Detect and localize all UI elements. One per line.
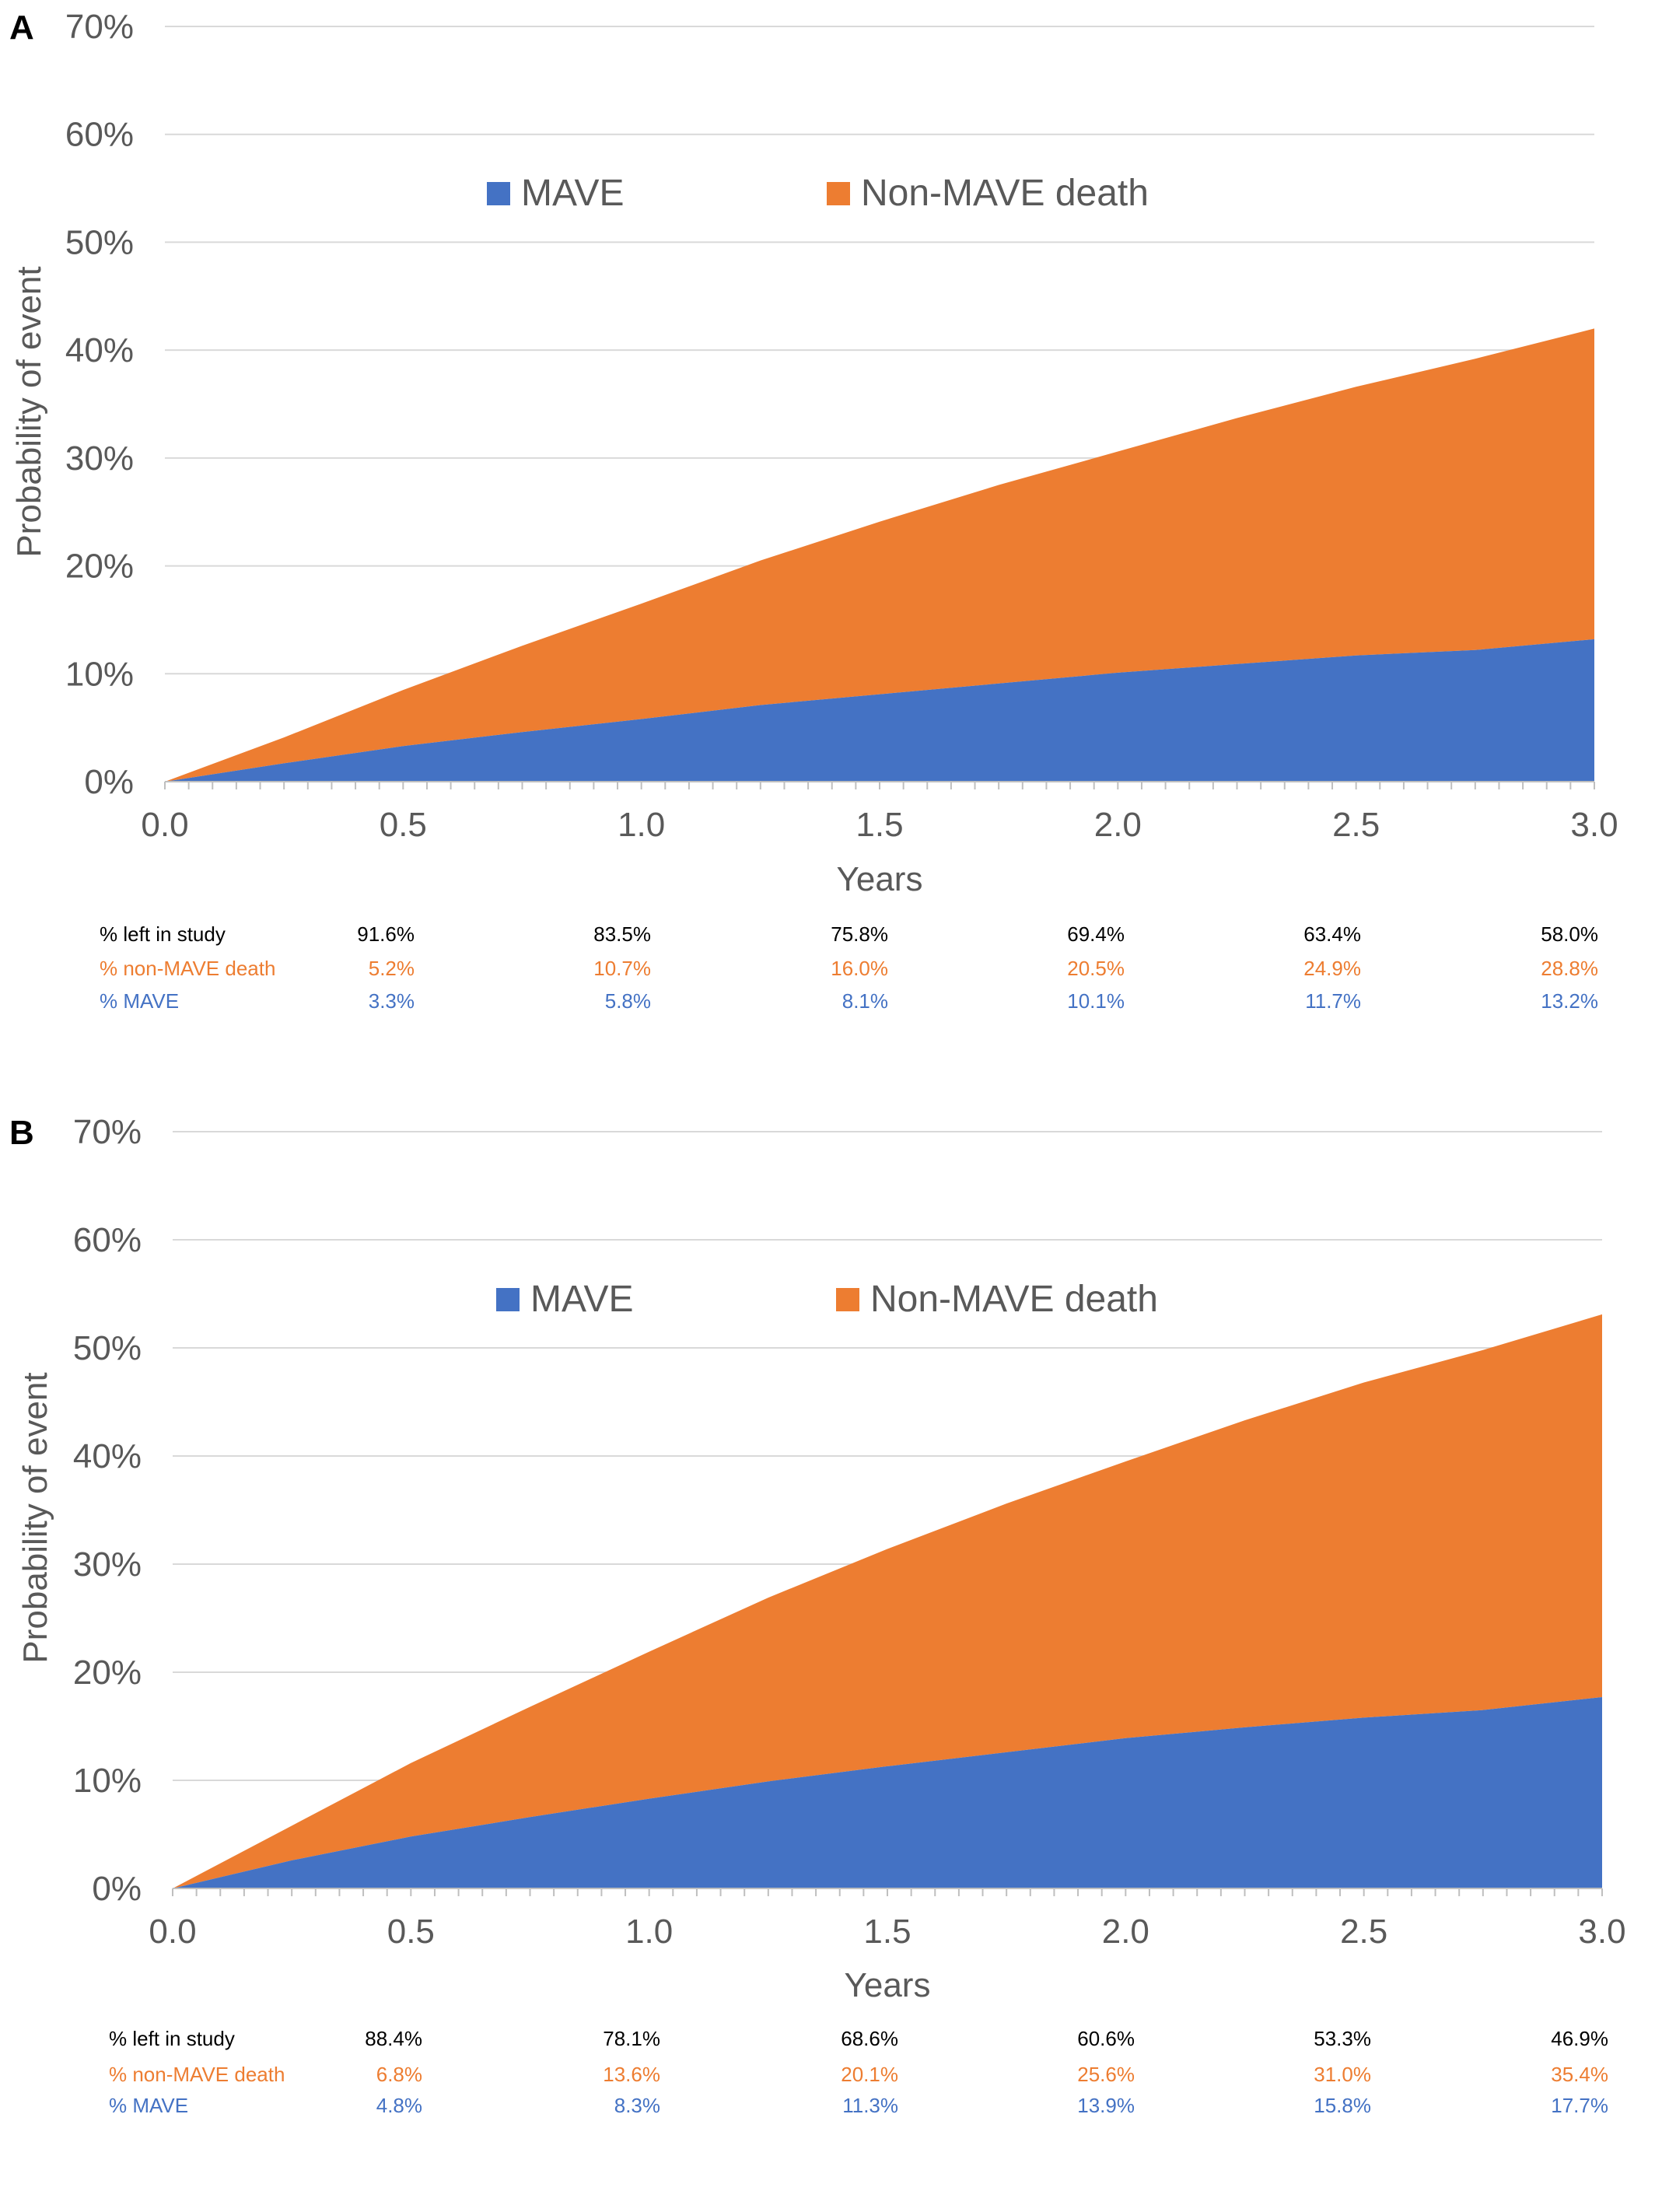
table-cell: 20.1% — [841, 2063, 898, 2086]
area-non-mave-death — [165, 328, 1594, 782]
table-cell: 5.8% — [605, 989, 651, 1013]
legend-swatch-mave — [496, 1288, 520, 1311]
x-tick-label: 2.0 — [1094, 806, 1142, 844]
table-cell: 13.2% — [1541, 989, 1598, 1013]
table-cell: 16.0% — [831, 957, 888, 980]
legend-label-non-mave: Non-MAVE death — [861, 173, 1149, 214]
table-cell: 25.6% — [1077, 2063, 1135, 2086]
table-cell: 91.6% — [357, 922, 415, 946]
table-cell: 88.4% — [365, 2027, 422, 2050]
table-cell: 69.4% — [1067, 922, 1125, 946]
x-tick-label: 1.5 — [855, 806, 903, 844]
area-mave — [165, 639, 1594, 782]
table-row-label: % left in study — [100, 922, 226, 946]
x-tick-label: 1.0 — [625, 1913, 673, 1951]
table-cell: 83.5% — [593, 922, 651, 946]
legend-swatch-mave — [487, 182, 510, 205]
x-tick-label: 3.0 — [1578, 1913, 1625, 1951]
y-tick-label: 30% — [73, 1545, 142, 1584]
table-cell: 4.8% — [376, 2094, 422, 2117]
table-cell: 13.9% — [1077, 2094, 1135, 2117]
y-tick-label: 40% — [65, 331, 134, 369]
table-row-label: % MAVE — [100, 989, 179, 1013]
y-tick-label: 20% — [73, 1654, 142, 1692]
area-mave — [173, 1696, 1602, 1888]
legend-label-non-mave: Non-MAVE death — [870, 1279, 1158, 1320]
table-row-label: % non-MAVE death — [109, 2063, 285, 2086]
x-axis-title: Years — [837, 860, 923, 898]
x-tick-label: 3.0 — [1570, 806, 1618, 844]
x-tick-label: 2.5 — [1340, 1913, 1387, 1951]
table-cell: 3.3% — [369, 989, 415, 1013]
table-cell: 20.5% — [1067, 957, 1125, 980]
x-tick-label: 2.0 — [1102, 1913, 1149, 1951]
legend-label-mave: MAVE — [521, 173, 624, 214]
table-cell: 63.4% — [1303, 922, 1361, 946]
x-tick-label: 1.5 — [863, 1913, 911, 1951]
table-cell: 10.1% — [1067, 989, 1125, 1013]
table-cell: 68.6% — [841, 2027, 898, 2050]
table-cell: 5.2% — [369, 957, 415, 980]
y-tick-label: 40% — [73, 1437, 142, 1475]
chart-b-svg: B 0% 10% 20% 30% 40% 50% 60% 70% 0.0 0.5 1.0 1.5 2.0 2… — [9, 1113, 1626, 2117]
y-tick-label: 70% — [73, 1113, 142, 1151]
x-tick-label: 1.0 — [618, 806, 665, 844]
y-tick-label: 0% — [92, 1870, 142, 1908]
table-cell: 15.8% — [1314, 2094, 1371, 2117]
table-cell: 78.1% — [603, 2027, 660, 2050]
x-axis-title: Years — [845, 1966, 931, 2004]
x-tick-label: 0.0 — [149, 1913, 196, 1951]
table-cell: 6.8% — [376, 2063, 422, 2086]
y-tick-label: 60% — [65, 116, 134, 154]
legend-swatch-non-mave — [827, 182, 850, 205]
table-row-label: % MAVE — [109, 2094, 188, 2117]
y-tick-label: 10% — [73, 1762, 142, 1800]
table-cell: 60.6% — [1077, 2027, 1135, 2050]
table-cell: 10.7% — [593, 957, 651, 980]
table-cell: 24.9% — [1303, 957, 1361, 980]
panel-letter: A — [9, 9, 34, 47]
y-axis-title: Probability of event — [16, 1372, 54, 1663]
chart-panel-b: B 0% 10% 20% 30% 40% 50% 60% 70% 0.0 0.5 1.0 1.5 2.0 2… — [0, 1108, 1655, 2212]
legend-swatch-non-mave — [836, 1288, 859, 1311]
table-cell: 46.9% — [1551, 2027, 1608, 2050]
area-non-mave-death — [173, 1314, 1602, 1888]
table-row-label: % left in study — [109, 2027, 235, 2050]
table-row-label: % non-MAVE death — [100, 957, 275, 980]
y-tick-label: 20% — [65, 548, 134, 586]
x-tick-label: 0.0 — [141, 806, 188, 844]
table-cell: 28.8% — [1541, 957, 1598, 980]
table-cell: 8.3% — [614, 2094, 660, 2117]
y-tick-label: 0% — [84, 763, 134, 801]
table-cell: 13.6% — [603, 2063, 660, 2086]
table-cell: 53.3% — [1314, 2027, 1371, 2050]
y-axis-title: Probability of event — [10, 266, 48, 557]
table-cell: 8.1% — [842, 989, 888, 1013]
table-cell: 17.7% — [1551, 2094, 1608, 2117]
y-tick-label: 50% — [65, 223, 134, 261]
legend-label-mave: MAVE — [530, 1279, 633, 1320]
x-tick-label: 0.5 — [380, 806, 427, 844]
table-cell: 31.0% — [1314, 2063, 1371, 2086]
panel-letter: B — [9, 1114, 34, 1152]
y-tick-label: 10% — [65, 655, 134, 693]
table-cell: 11.3% — [842, 2094, 898, 2117]
y-tick-label: 60% — [73, 1221, 142, 1259]
table-cell: 11.7% — [1305, 989, 1361, 1013]
table-cell: 35.4% — [1551, 2063, 1608, 2086]
chart-a-svg: A 0% 10% 20% 30% 40% 50% 60% 70% 0.0 0.5 1.0 1.5 2.0 2… — [9, 8, 1618, 1013]
y-tick-label: 70% — [65, 8, 134, 46]
y-tick-label: 30% — [65, 439, 134, 478]
y-tick-label: 50% — [73, 1329, 142, 1367]
x-tick-label: 2.5 — [1332, 806, 1380, 844]
chart-panel-a: A 0% 10% 20% 30% 40% 50% 60% 70% 0.0 0.5 1.0 1.5 2.0 2… — [0, 0, 1655, 1104]
x-tick-label: 0.5 — [387, 1913, 435, 1951]
table-cell: 58.0% — [1541, 922, 1598, 946]
table-cell: 75.8% — [831, 922, 888, 946]
